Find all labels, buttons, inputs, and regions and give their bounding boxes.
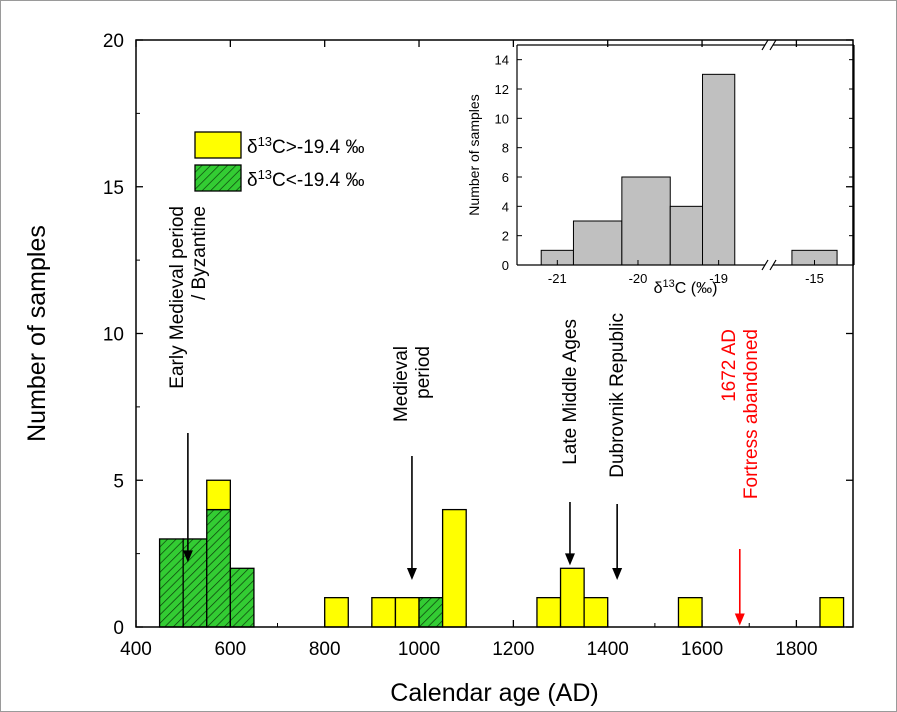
annotation-arrow-head-3 xyxy=(612,568,623,581)
bar-green-450 xyxy=(158,538,184,628)
y-tick-label-0: 0 xyxy=(113,618,124,639)
legend-swatch-0 xyxy=(194,131,242,159)
inset-bar-2 xyxy=(621,176,671,266)
x-tick-label-1000: 1000 xyxy=(398,639,440,660)
inset-break-mark-a-1 xyxy=(761,39,769,51)
annotation-4-line-1: Fortress abandoned xyxy=(741,329,762,499)
x-tick-label-1200: 1200 xyxy=(492,639,534,660)
main-histogram: 400 600 800 1000 1200 1400 1600 180005101520Cal… xyxy=(23,31,854,707)
annotation-arrow-head-0 xyxy=(182,550,193,563)
annotation-0-line-1: / Byzantine xyxy=(189,206,210,300)
inset-y-tick-label-0: 0 xyxy=(502,258,509,273)
x-tick-label-1600: 1600 xyxy=(681,639,723,660)
bar-yellow-550 xyxy=(206,479,231,511)
annotation-1-line-1: period xyxy=(413,346,434,399)
bar-yellow-1350 xyxy=(583,597,609,628)
inset-y-tick-label-4: 4 xyxy=(502,199,509,214)
y-tick-label-15: 15 xyxy=(103,178,124,199)
bar-green-1000 xyxy=(418,597,444,628)
inset-x-tick-label--19: -19 xyxy=(709,271,728,286)
inset-y-tick-label-10: 10 xyxy=(495,111,509,126)
y-tick-label-20: 20 xyxy=(103,31,124,52)
y-tick-label-5: 5 xyxy=(113,471,124,492)
bar-yellow-1850 xyxy=(819,597,845,628)
inset-x-tick-label--15: -15 xyxy=(805,271,824,286)
inset-x-axis-label: δ13C (‰) xyxy=(654,278,718,297)
bar-green-600 xyxy=(229,567,255,628)
inset-y-tick-label-14: 14 xyxy=(495,53,509,68)
inset-y-axis-label: Number of samples xyxy=(466,94,482,215)
inset-histogram: 0 2 4 6 8 10 12 14 -21 -20 -19 -15 δ13C (‰) Number of… xyxy=(466,39,855,297)
x-axis-label: Calendar age (AD) xyxy=(390,679,598,707)
inset-break-mark-a-0 xyxy=(761,259,769,271)
inset-y-tick-label-8: 8 xyxy=(502,141,509,156)
x-tick-label-1400: 1400 xyxy=(587,639,629,660)
inset-bar-4 xyxy=(702,73,736,266)
inset-y-tick-label-12: 12 xyxy=(495,82,509,97)
inset-break-mark-b-1 xyxy=(769,39,777,51)
inset-y-tick-label-2: 2 xyxy=(502,229,509,244)
bar-yellow-1250 xyxy=(536,597,562,628)
legend-label-0: δ13C>-19.4 ‰ xyxy=(247,134,364,159)
annotation-1-line-0: Medieval xyxy=(391,346,412,422)
bar-yellow-1050 xyxy=(441,508,467,628)
x-tick-label-1800: 1800 xyxy=(775,639,817,660)
annotation-0-line-0: Early Medieval period xyxy=(167,206,188,389)
inset-bar-3 xyxy=(669,205,704,266)
y-tick-label-10: 10 xyxy=(103,325,124,346)
inset-x-tick-label--20: -20 xyxy=(629,271,648,286)
annotation-4-line-0: 1672 AD xyxy=(719,329,740,402)
annotation-3-line-0: Dubrovnik Republic xyxy=(607,313,628,478)
annotation-arrow-head-1 xyxy=(406,568,417,581)
inset-x-tick-label--21: -21 xyxy=(548,271,567,286)
x-tick-label-800: 800 xyxy=(309,639,341,660)
inset-y-tick-label-6: 6 xyxy=(502,170,509,185)
y-axis-label: Number of samples xyxy=(23,225,51,442)
bar-yellow-1300 xyxy=(559,567,585,628)
bar-green-550 xyxy=(206,508,231,628)
legend-swatch-1 xyxy=(194,164,242,192)
annotation-2-line-0: Late Middle Ages xyxy=(560,319,581,465)
bar-yellow-800 xyxy=(324,597,349,628)
x-tick-label-600: 600 xyxy=(214,639,246,660)
legend-label-1: δ13C<-19.4 ‰ xyxy=(247,167,364,192)
x-tick-label-400: 400 xyxy=(120,639,152,660)
annotation-arrow-head-4 xyxy=(734,613,745,626)
inset-bar-1 xyxy=(572,220,623,266)
inset-break-mark-b-0 xyxy=(769,259,777,271)
bar-yellow-900 xyxy=(371,597,397,628)
bar-yellow-1550 xyxy=(677,597,703,628)
bar-yellow-950 xyxy=(394,597,420,628)
annotation-arrow-head-2 xyxy=(564,553,575,566)
